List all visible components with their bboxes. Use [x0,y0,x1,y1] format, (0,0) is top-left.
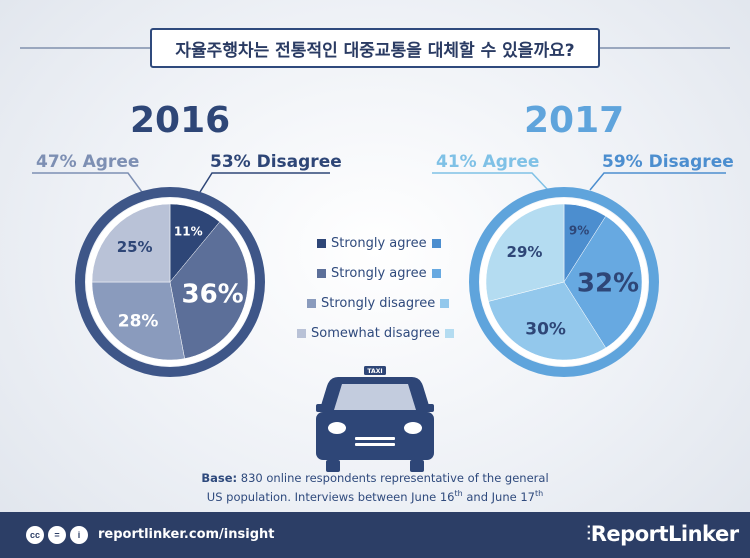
summary-2016-agree: 47% Agree [36,152,140,172]
page-title: 자율주행차는 전통적인 대중교통을 대체할 수 있을까요? [150,28,600,68]
base-note-line-1: Base: 830 online respondents representat… [150,470,600,486]
title-banner: 자율주행차는 전통적인 대중교통을 대체할 수 있을까요? [0,28,750,68]
year-2017-title: 2017 [524,100,625,141]
pie-ring [75,187,265,377]
pie-slice-label: 30% [525,320,566,340]
pie-slice-label: 9% [569,223,589,237]
summary-2017-disagree: 59% Disagree [602,152,734,172]
pie-slice [91,281,185,361]
pie-2016: 11% 36% 28% 25% [75,187,265,377]
pie-slice [169,221,249,359]
pie-slice [488,281,607,361]
summary-2016-disagree: 53% Disagree [210,152,342,172]
pie-slice-label: 11% [174,225,203,239]
legend-label: Strongly agree [331,235,427,251]
legend-swatch-2017 [431,238,441,248]
reportlinker-logo: ⫶ReportLinker [586,522,739,547]
base-note: Base: 830 online respondents representat… [150,470,600,505]
pie-slice [91,203,171,283]
pie-ring [469,187,659,377]
creative-commons-icon: cc [26,526,44,544]
summary-2017-agree: 41% Agree [436,152,540,172]
legend: Strongly agree Strongly agree Strongly d… [292,228,462,348]
pie-slice-label: 32% [577,268,639,298]
legend-label: Strongly agree [331,265,427,281]
summary-underlines [32,172,726,193]
legend-swatch-2017 [444,328,454,338]
pie-slice-label: 36% [182,279,244,309]
legend-item: Strongly disagree [292,288,462,318]
footer: cc = i reportlinker.com/insight ⫶ReportL… [0,512,750,558]
logo-mark: ⫶ [586,522,591,546]
pie-slice-label: 29% [507,243,543,261]
base-note-sup-1: th [454,489,463,498]
legend-swatch-2017 [440,298,450,308]
legend-swatch-2017 [431,268,441,278]
legend-swatch-2016 [317,268,326,278]
footer-url-link[interactable]: reportlinker.com/insight [98,527,275,542]
underline-2017-disagree [589,172,726,191]
legend-swatch-2016 [297,328,306,338]
pie-slice [485,203,565,302]
pie-2017: 9% 32% 30% 29% [469,187,659,377]
legend-item: Somewhat disagree [292,318,462,348]
legend-item: Strongly agree [292,258,462,288]
legend-label: Somewhat disagree [311,325,440,341]
base-note-sup-2: th [535,489,544,498]
pie-slice [563,215,643,349]
base-note-label: Base: [201,471,238,485]
no-derivatives-icon: = [48,526,66,544]
base-note-text-2a: US population. Interviews between June 1… [206,489,455,504]
year-2016-title: 2016 [130,100,231,141]
base-note-text-2b: and June 17 [462,489,535,504]
legend-swatch-2016 [307,298,316,308]
pie-slice-label: 28% [118,312,159,332]
underline-2017-agree [432,172,549,191]
taxi-icon: TAXI [316,366,434,472]
underline-2016-disagree [199,172,330,193]
legend-label: Strongly disagree [321,295,436,311]
underline-2016-agree [32,172,143,193]
taxi-sign-label: TAXI [367,368,382,375]
legend-item: Strongly agree [292,228,462,258]
base-note-line-2: US population. Interviews between June 1… [150,486,600,505]
pie-slice-label: 25% [117,238,153,256]
attribution-icon: i [70,526,88,544]
logo-text: ReportLinker [590,522,739,546]
legend-swatch-2016 [317,238,326,248]
base-note-text-1: 830 online respondents representative of… [237,471,549,485]
